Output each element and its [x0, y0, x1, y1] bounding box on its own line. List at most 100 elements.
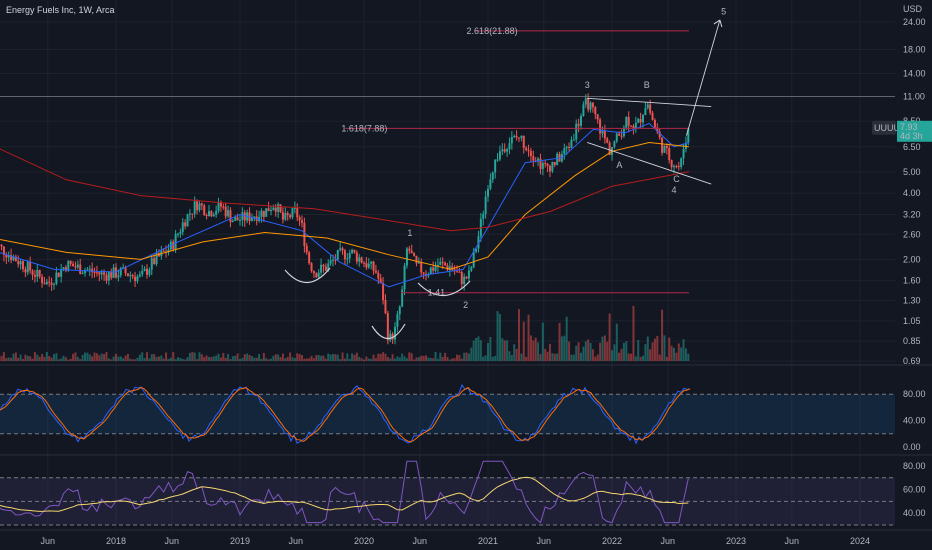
candle	[489, 179, 492, 189]
volume-bar	[281, 353, 284, 361]
volume-bar	[270, 358, 272, 361]
price-tick-label: 1.30	[903, 295, 921, 305]
volume-bar	[467, 353, 470, 361]
candle	[155, 252, 158, 264]
volume-bar	[625, 341, 628, 361]
volume-bar	[673, 347, 675, 361]
candle	[527, 150, 530, 152]
candle	[48, 281, 51, 283]
volume-bar	[510, 354, 513, 361]
candle	[174, 234, 177, 250]
candle	[277, 204, 280, 212]
time-tick-label: Jun	[165, 536, 180, 546]
wave-label: B	[644, 80, 650, 90]
volume-bar	[143, 357, 146, 361]
candle	[429, 267, 432, 275]
curve-annotation	[284, 267, 331, 284]
volume-bar	[293, 357, 296, 361]
price-tick-label: 6.50	[903, 142, 921, 152]
volume-bar	[341, 352, 344, 361]
candle	[88, 268, 91, 270]
candle	[208, 211, 210, 217]
volume-bar	[76, 356, 79, 361]
candle	[634, 122, 637, 129]
candle	[632, 125, 635, 129]
volume-bar	[572, 354, 575, 361]
volume-bar	[122, 358, 125, 361]
candle	[341, 248, 344, 251]
candle	[537, 158, 540, 161]
volume-bar	[205, 355, 208, 361]
candle	[599, 119, 602, 134]
candle	[124, 267, 127, 274]
candle	[410, 250, 413, 254]
countdown-label: 4d 3h	[900, 131, 923, 141]
candle	[382, 282, 385, 301]
arrow-head	[713, 19, 723, 28]
candle	[658, 131, 661, 138]
candle	[630, 125, 633, 127]
candle	[153, 258, 156, 264]
volume-bar	[181, 358, 184, 361]
candle	[181, 222, 184, 232]
volume-bar	[210, 357, 213, 361]
candle	[188, 213, 191, 215]
volume-bar	[88, 354, 91, 361]
candle	[513, 135, 516, 137]
candle	[76, 264, 79, 268]
volume-bar	[575, 345, 578, 361]
volume-bar	[680, 347, 683, 361]
volume-bar	[41, 353, 44, 361]
candle	[661, 137, 664, 153]
volume-bar	[45, 351, 48, 361]
candle	[365, 263, 368, 268]
volume-bar	[417, 357, 420, 361]
candle	[236, 217, 239, 221]
candle	[217, 202, 220, 211]
volume-bar	[584, 341, 587, 361]
candle	[200, 203, 203, 206]
volume-bar	[155, 357, 158, 361]
volume-bar	[24, 354, 27, 361]
candle	[203, 205, 206, 216]
candle	[5, 254, 8, 258]
candle	[210, 211, 213, 217]
volume-bar	[429, 357, 432, 361]
volume-bar	[482, 356, 485, 361]
candle	[100, 272, 103, 275]
candle	[67, 260, 70, 271]
candle	[26, 262, 29, 273]
volume-bar	[165, 352, 168, 361]
volume-bar	[177, 357, 179, 361]
candle	[591, 102, 594, 108]
candle	[546, 163, 549, 166]
volume-bar	[208, 356, 210, 361]
candle	[401, 289, 404, 307]
volume-bar	[324, 358, 327, 361]
volume-bar	[126, 353, 129, 361]
volume-bar	[298, 353, 301, 361]
volume-bar	[448, 359, 451, 361]
volume-bar	[577, 342, 580, 361]
volume-bar	[556, 353, 559, 361]
volume-bar	[491, 356, 494, 361]
trend-line	[587, 97, 712, 108]
candle	[253, 216, 256, 218]
candle	[477, 236, 480, 249]
candles	[0, 93, 690, 345]
volume-bar	[157, 356, 160, 361]
volume-bar	[167, 358, 170, 361]
candle	[673, 166, 675, 168]
candle	[525, 147, 528, 151]
candle	[684, 142, 687, 150]
candle	[336, 249, 339, 260]
currency-label: USD	[903, 4, 923, 14]
rsi-tick-label: 80.00	[903, 461, 926, 471]
candle	[146, 268, 148, 275]
candle	[386, 313, 389, 341]
candle	[665, 145, 668, 149]
candle	[184, 222, 187, 227]
candle	[91, 268, 94, 273]
volume-bar	[231, 356, 234, 361]
